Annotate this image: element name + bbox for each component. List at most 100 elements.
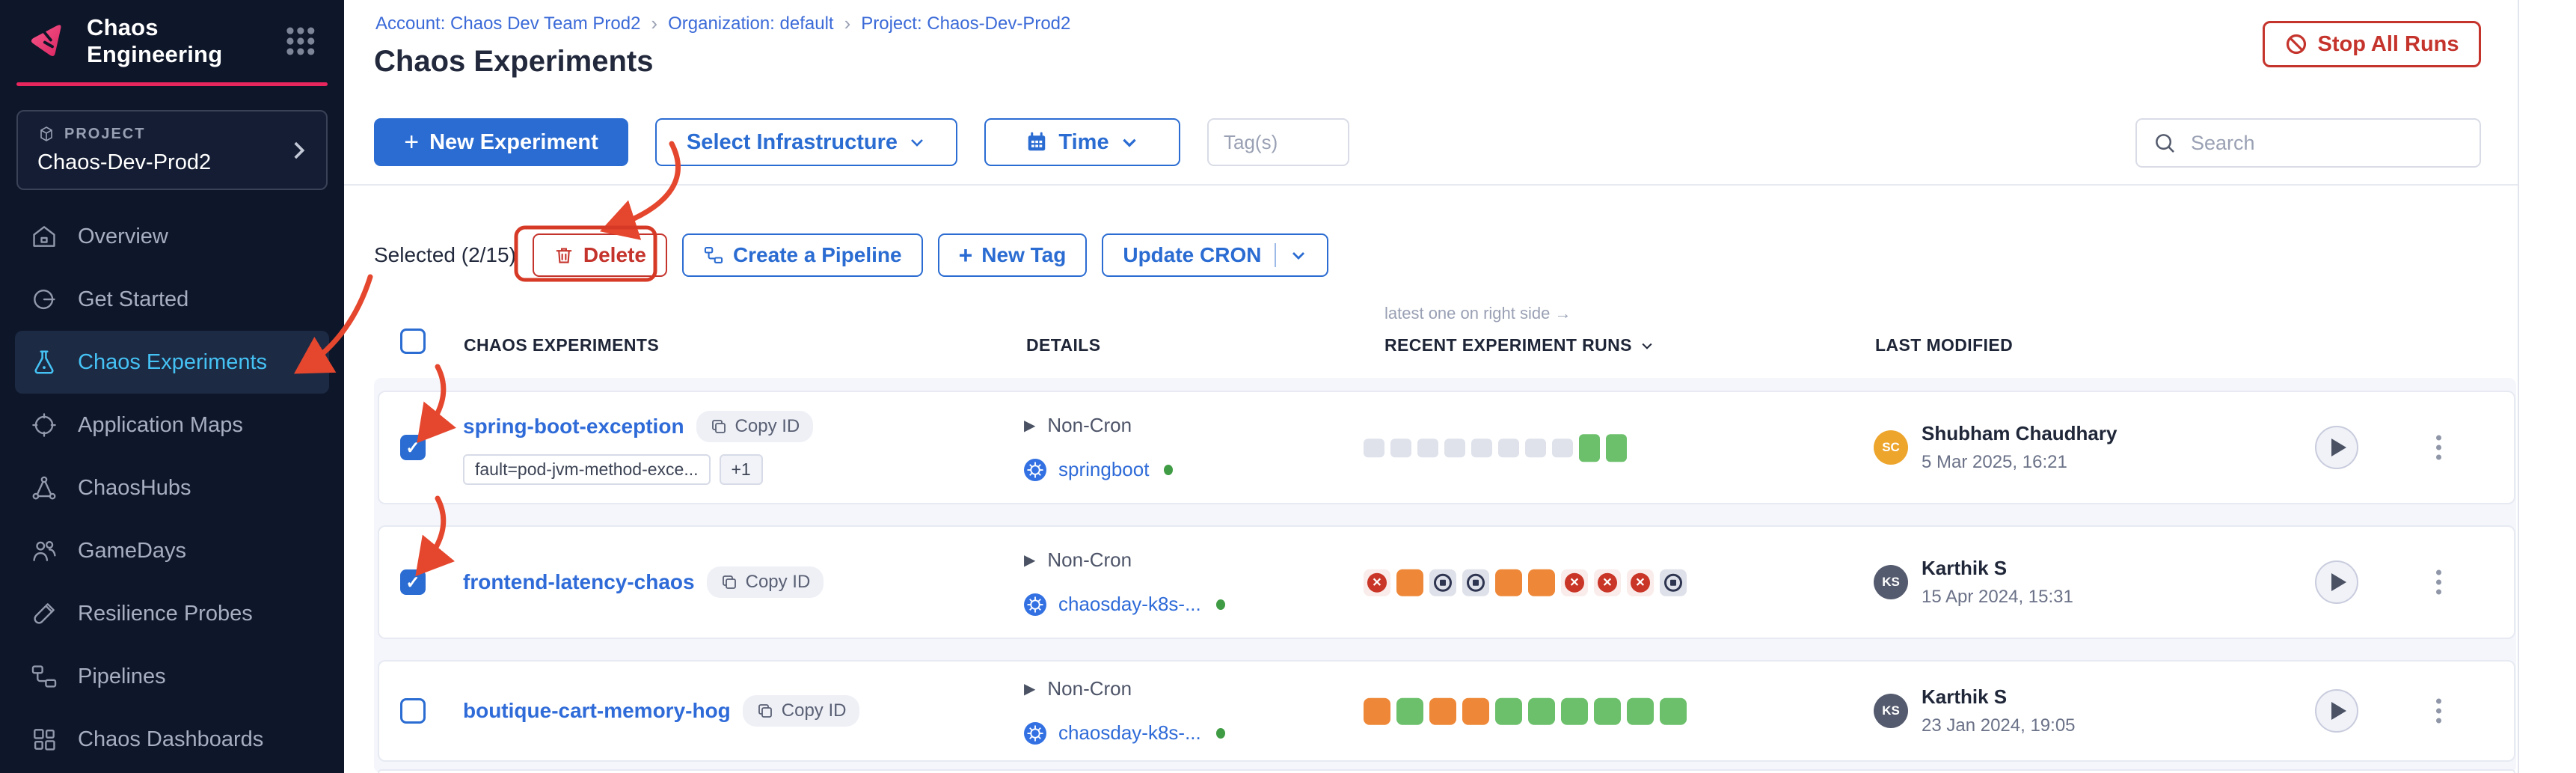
delete-label: Delete (583, 243, 646, 266)
select-all-checkbox[interactable] (400, 329, 426, 354)
sidebar-item-chaoshubs[interactable]: ChaosHubs (0, 456, 344, 519)
row-menu-button[interactable] (2432, 694, 2446, 728)
expand-cron-icon[interactable]: ▶ (1024, 552, 1036, 569)
run-experiment-button[interactable] (2315, 560, 2358, 604)
run-status-stop[interactable] (1429, 569, 1456, 596)
column-header-last-modified: LAST MODIFIED (1875, 335, 2014, 355)
tag-more-chip[interactable]: +1 (719, 453, 763, 485)
calendar-icon (1028, 132, 1046, 151)
expand-cron-icon[interactable]: ▶ (1024, 681, 1036, 697)
run-status-orange[interactable] (1396, 569, 1423, 596)
project-selector[interactable]: PROJECT Chaos-Dev-Prod2 (16, 110, 328, 190)
run-experiment-button[interactable] (2315, 689, 2358, 733)
selected-count-label: Selected (2/15) (374, 243, 516, 266)
copy-id-button[interactable]: Copy ID (742, 695, 860, 727)
sidebar-item-pipelines[interactable]: Pipelines (0, 645, 344, 708)
run-status-green[interactable] (1594, 697, 1621, 725)
stop-all-runs-label: Stop All Runs (2317, 31, 2459, 56)
delete-button[interactable]: Delete (532, 233, 667, 277)
sidebar-item-overview[interactable]: Overview (0, 205, 344, 268)
tag-chip[interactable]: fault=pod-jvm-method-exce... (463, 453, 711, 485)
breadcrumb-org-link[interactable]: Organization: default (668, 13, 834, 34)
row-checkbox[interactable]: ✓ (400, 435, 426, 460)
run-status-gray[interactable] (1471, 439, 1492, 458)
home-icon (33, 226, 55, 247)
create-pipeline-label: Create a Pipeline (732, 243, 902, 266)
run-status-orange[interactable] (1364, 697, 1390, 725)
failed-x-icon: ✕ (1565, 572, 1584, 593)
tags-filter-input[interactable] (1207, 118, 1349, 166)
brand-header: Chaos Engineering (0, 0, 344, 82)
sidebar-item-chaos-dashboards[interactable]: Chaos Dashboards (0, 708, 344, 771)
sidebar-nav: Overview Get Started Chaos Experiments A… (0, 205, 344, 771)
experiment-name-link[interactable]: spring-boot-exception (463, 414, 684, 438)
run-status-green[interactable] (1627, 697, 1654, 725)
experiment-name-link[interactable]: frontend-latency-chaos (463, 570, 695, 593)
new-experiment-button[interactable]: + New Experiment (374, 118, 628, 166)
column-header-recent-runs[interactable]: RECENT EXPERIMENT RUNS (1384, 335, 1655, 355)
sidebar-item-get-started[interactable]: Get Started (0, 268, 344, 331)
infrastructure-link[interactable]: chaosday-k8s-... (1058, 593, 1201, 615)
breadcrumb-project-link[interactable]: Project: Chaos-Dev-Prod2 (861, 13, 1071, 34)
run-status-fail[interactable]: ✕ (1627, 569, 1654, 596)
run-status-green[interactable] (1528, 697, 1555, 725)
sidebar-item-chaos-experiments[interactable]: Chaos Experiments (15, 331, 329, 394)
time-filter-label: Time (1058, 129, 1109, 154)
experiment-name-link[interactable]: boutique-cart-memory-hog (463, 699, 731, 722)
row-checkbox[interactable] (400, 698, 426, 724)
cron-type-label: Non-Cron (1047, 549, 1132, 571)
infrastructure-link[interactable]: chaosday-k8s-... (1058, 721, 1201, 744)
create-pipeline-button[interactable]: Create a Pipeline (681, 233, 923, 277)
scrollbar-track[interactable] (2518, 0, 2576, 773)
run-status-fail[interactable]: ✕ (1364, 569, 1390, 596)
run-status-gray[interactable] (1498, 439, 1519, 458)
column-header-experiments: CHAOS EXPERIMENTS (464, 335, 660, 355)
row-checkbox[interactable]: ✓ (400, 569, 426, 595)
copy-icon (722, 575, 736, 589)
run-status-stop[interactable] (1660, 569, 1687, 596)
run-status-orange[interactable] (1528, 569, 1555, 596)
row-menu-button[interactable] (2432, 566, 2446, 599)
sidebar-item-application-maps[interactable]: Application Maps (0, 394, 344, 456)
run-status-pass[interactable] (1579, 434, 1600, 462)
run-status-green[interactable] (1660, 697, 1687, 725)
row-menu-button[interactable] (2432, 431, 2446, 465)
sidebar-item-resilience-probes[interactable]: Resilience Probes (0, 582, 344, 645)
run-status-green[interactable] (1396, 697, 1423, 725)
run-status-pass[interactable] (1606, 434, 1627, 462)
run-status-gray[interactable] (1552, 439, 1573, 458)
run-status-gray[interactable] (1390, 439, 1411, 458)
stop-all-runs-button[interactable]: Stop All Runs (2263, 21, 2481, 67)
run-status-gray[interactable] (1364, 439, 1384, 458)
select-infrastructure-dropdown[interactable]: Select Infrastructure (655, 118, 957, 166)
run-experiment-button[interactable] (2315, 426, 2358, 469)
update-cron-button[interactable]: Update CRON (1102, 233, 1329, 277)
run-status-orange[interactable] (1495, 569, 1522, 596)
modified-by-name: Karthik S (1922, 685, 2008, 708)
run-status-fail[interactable]: ✕ (1561, 569, 1588, 596)
breadcrumb-account-link[interactable]: Account: Chaos Dev Team Prod2 (375, 13, 641, 34)
time-filter-dropdown[interactable]: Time (984, 118, 1180, 166)
search-input[interactable] (2135, 118, 2481, 168)
run-status-green[interactable] (1495, 697, 1522, 725)
copy-id-button[interactable]: Copy ID (706, 566, 824, 598)
run-status-fail[interactable]: ✕ (1594, 569, 1621, 596)
run-status-gray[interactable] (1525, 439, 1546, 458)
sidebar-item-gamedays[interactable]: GameDays (0, 519, 344, 582)
run-status-green[interactable] (1561, 697, 1588, 725)
cron-type-label: Non-Cron (1047, 677, 1132, 700)
module-grid-icon[interactable] (283, 22, 319, 61)
chevron-down-icon (1122, 138, 1136, 147)
copy-id-button[interactable]: Copy ID (696, 410, 814, 442)
failed-x-icon: ✕ (1367, 572, 1387, 593)
run-status-orange[interactable] (1429, 697, 1456, 725)
accent-divider (16, 82, 328, 86)
run-status-gray[interactable] (1417, 439, 1438, 458)
run-status-orange[interactable] (1462, 697, 1489, 725)
infrastructure-link[interactable]: springboot (1058, 458, 1150, 480)
run-status-stop[interactable] (1462, 569, 1489, 596)
runs-note: latest one on right side → (1384, 304, 1571, 323)
expand-cron-icon[interactable]: ▶ (1024, 418, 1036, 434)
run-status-gray[interactable] (1444, 439, 1465, 458)
new-tag-button[interactable]: + New Tag (937, 233, 1088, 277)
